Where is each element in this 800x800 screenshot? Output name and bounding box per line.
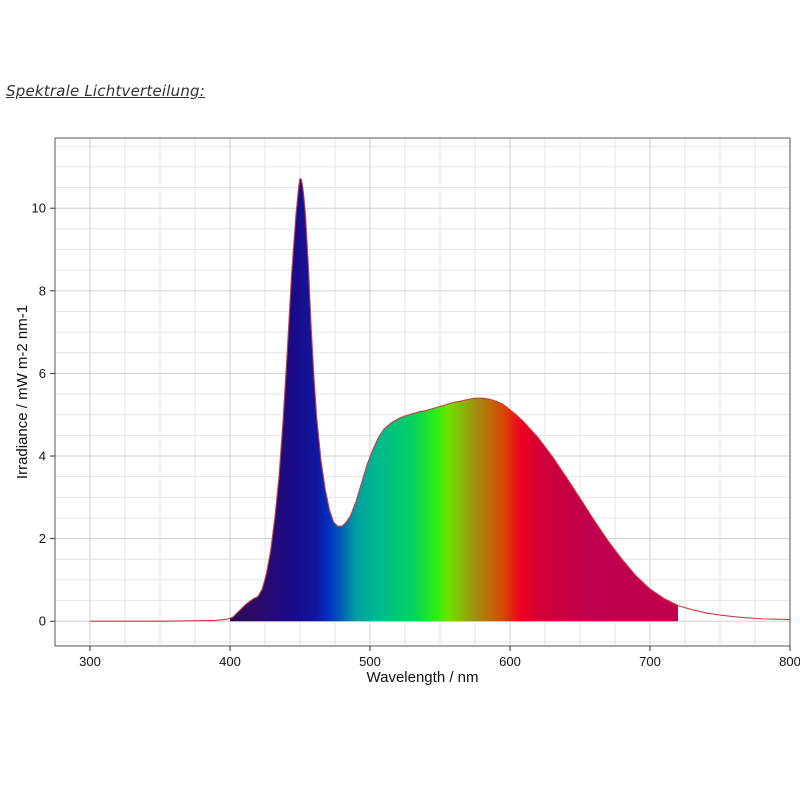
spectrum-series-line xyxy=(90,177,790,622)
x-axis-title: Wavelength / nm xyxy=(367,669,479,686)
x-axis-ticks: 300 400 500 600 700 800 xyxy=(79,646,800,669)
y-tick-label: 8 xyxy=(39,283,46,298)
x-tick-label: 400 xyxy=(219,654,241,669)
y-tick-label: 2 xyxy=(39,531,46,546)
x-tick-label: 700 xyxy=(639,654,661,669)
x-tick-label: 600 xyxy=(499,654,521,669)
y-axis-title: Irradiance / mW m-2 nm-1 xyxy=(14,305,31,479)
y-tick-label: 10 xyxy=(32,201,46,216)
x-tick-label: 300 xyxy=(79,654,101,669)
x-tick-label: 800 xyxy=(779,654,800,669)
plot-frame xyxy=(54,137,791,647)
x-tick-label: 500 xyxy=(359,654,381,669)
spectrum-fill-area xyxy=(230,178,678,622)
page-heading: Spektrale Lichtverteilung: xyxy=(6,82,206,100)
y-tick-label: 4 xyxy=(39,449,46,464)
y-tick-label: 0 xyxy=(39,614,46,629)
y-tick-label: 6 xyxy=(39,366,46,381)
y-axis-ticks: 0 2 4 6 8 10 xyxy=(32,201,55,629)
